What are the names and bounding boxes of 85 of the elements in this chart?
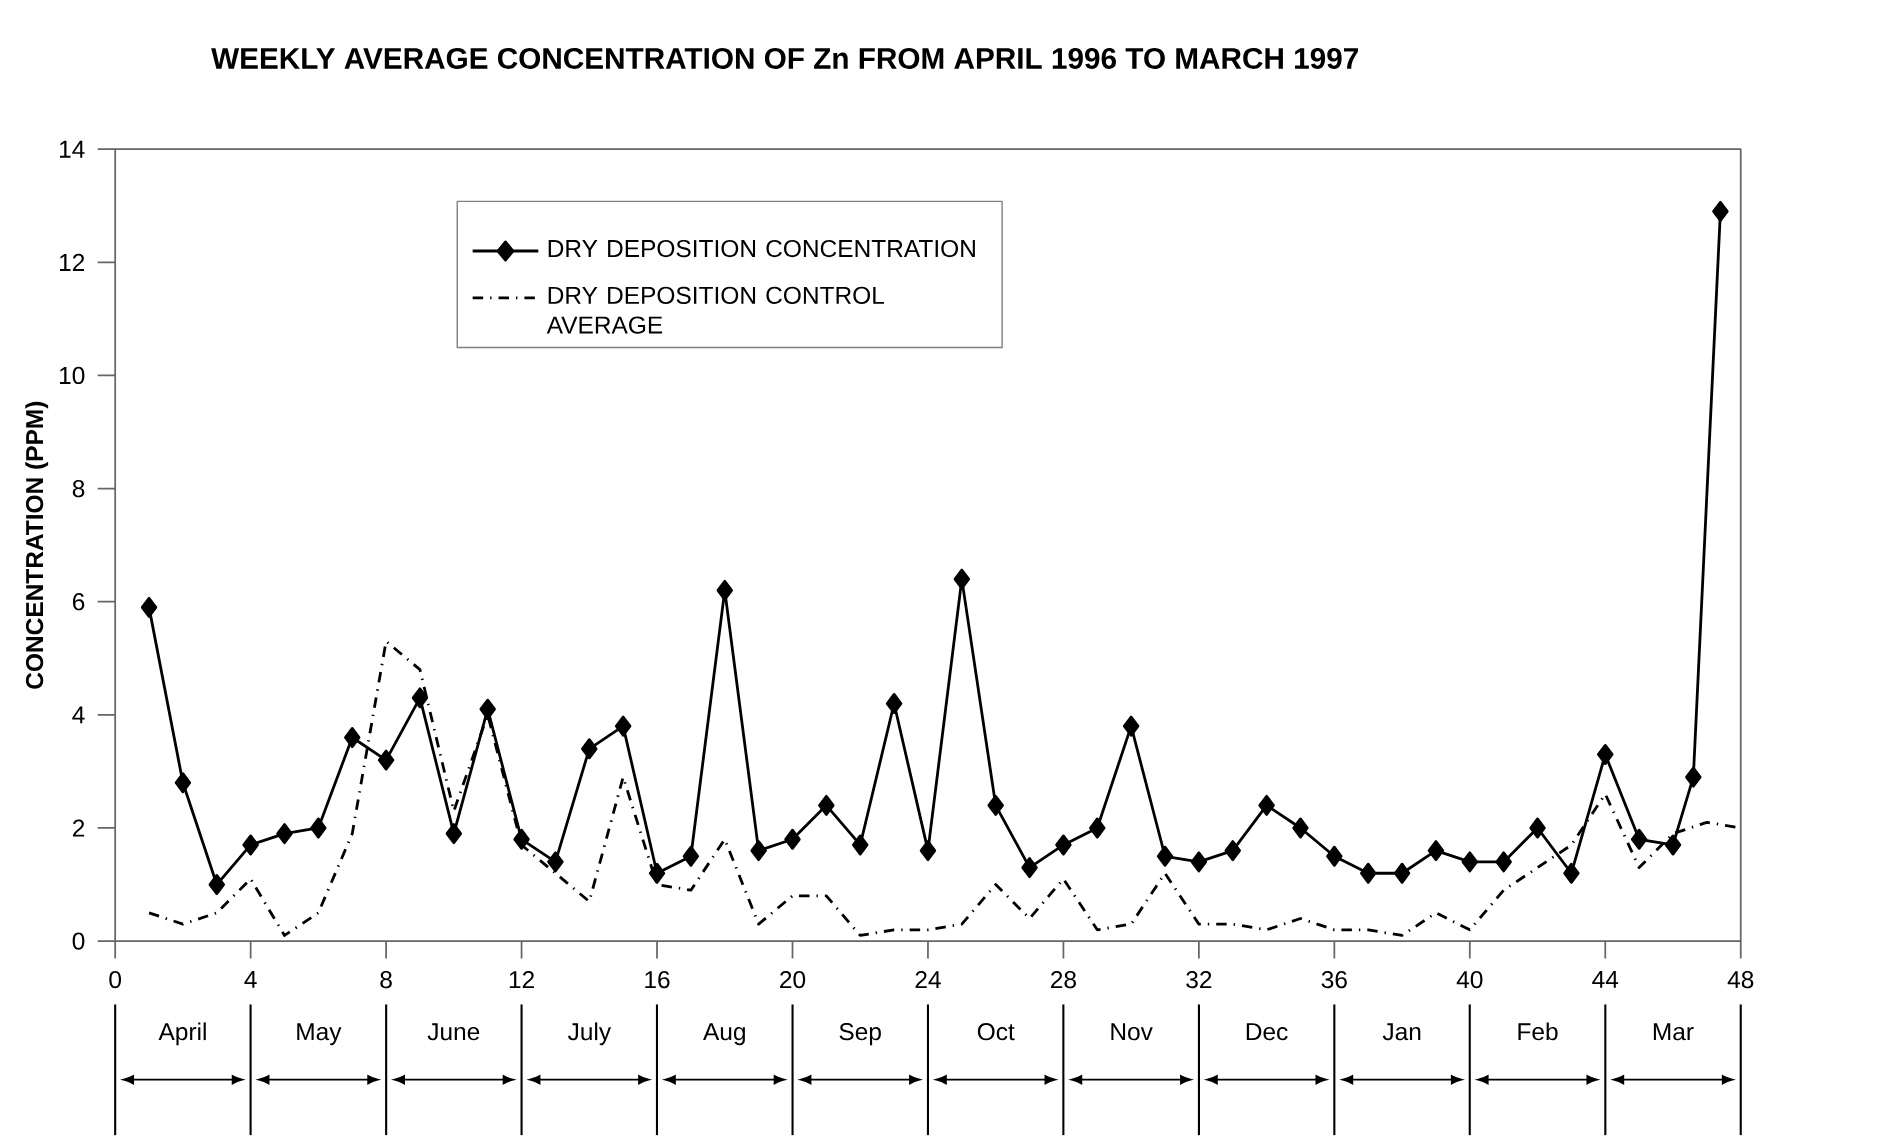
point	[276, 823, 293, 845]
point	[818, 794, 835, 816]
point	[547, 851, 564, 873]
point	[377, 749, 395, 771]
legend-label: DRY DEPOSITION CONCENTRATION	[548, 239, 975, 258]
point	[1021, 857, 1038, 879]
point	[1156, 845, 1174, 867]
point	[1224, 840, 1241, 862]
y-tick-label: 14	[59, 140, 85, 158]
point	[648, 862, 666, 884]
text: May	[297, 1023, 342, 1046]
point	[344, 726, 361, 748]
x-tick-label: 24	[915, 970, 941, 989]
point	[1055, 834, 1072, 856]
text: April	[158, 1022, 206, 1046]
point	[411, 687, 429, 709]
x-tick-label: 48	[1727, 970, 1754, 989]
point	[919, 840, 937, 862]
point	[445, 823, 463, 845]
text: Feb	[1518, 1022, 1558, 1041]
point	[852, 834, 869, 856]
point	[1292, 817, 1309, 839]
y-axis-title: CONCENTRATION (PPM)	[25, 401, 49, 689]
point	[1563, 862, 1580, 884]
point	[987, 794, 1004, 816]
point	[885, 693, 903, 714]
point	[1359, 862, 1377, 884]
x-tick-label: 28	[1051, 970, 1076, 989]
x-tick-label: 16	[645, 970, 670, 989]
point	[682, 845, 700, 867]
x-tick-label: 8	[380, 970, 392, 989]
point	[750, 840, 767, 862]
x-tick-label: 40	[1456, 970, 1483, 989]
point	[1630, 828, 1648, 850]
point	[716, 579, 733, 601]
point	[1258, 794, 1275, 816]
y-tick-label: 6	[72, 593, 85, 611]
y-tick-label: 0	[72, 932, 85, 950]
x-tick-label: 20	[780, 970, 806, 989]
point	[1122, 715, 1140, 737]
chart-title: WEEKLY AVERAGE CONCENTRATION OF Zn FROM APRIL 1996 TO MARCH 1997	[211, 47, 1358, 69]
point	[1529, 817, 1546, 839]
x-tick-label: 44	[1592, 970, 1619, 988]
y-tick-label: 10	[59, 366, 85, 385]
text: July	[567, 1022, 612, 1046]
point	[1089, 817, 1106, 839]
point	[784, 828, 801, 850]
x-tick-label: 12	[509, 970, 534, 989]
point	[1427, 840, 1445, 862]
point	[614, 715, 632, 737]
point	[1393, 862, 1411, 884]
text: Dec	[1246, 1023, 1288, 1041]
text: Nov	[1111, 1023, 1153, 1041]
text: Mar	[1653, 1023, 1694, 1041]
point	[1461, 851, 1479, 873]
text: Jan	[1382, 1023, 1421, 1041]
text: June	[427, 1023, 480, 1041]
y-tick-label: 2	[72, 819, 85, 837]
y-tick-label: 12	[59, 253, 85, 271]
point	[208, 874, 225, 895]
text: Oct	[977, 1023, 1015, 1041]
point	[1664, 834, 1682, 856]
point	[310, 817, 327, 839]
legend-label: DRY DEPOSITION CONTROL AVERAGE	[546, 286, 885, 334]
x-tick-label: 32	[1186, 970, 1212, 989]
point	[1495, 851, 1512, 873]
point	[1190, 851, 1208, 873]
point	[953, 568, 971, 590]
x-tick-label: 36	[1321, 970, 1347, 989]
point	[174, 772, 192, 794]
point	[1685, 766, 1702, 788]
point	[581, 738, 598, 760]
point	[513, 828, 530, 850]
y-tick-label: 4	[72, 706, 85, 724]
point	[1597, 743, 1614, 765]
x-tick-label: 0	[109, 970, 122, 989]
point	[479, 698, 496, 720]
text: Aug	[703, 1023, 745, 1046]
y-tick-label: 8	[72, 479, 85, 498]
point	[1326, 845, 1343, 867]
point	[1712, 200, 1729, 222]
text: Sep	[839, 1023, 881, 1046]
point	[242, 834, 259, 856]
point	[140, 596, 158, 618]
x-tick-label: 4	[244, 970, 257, 988]
